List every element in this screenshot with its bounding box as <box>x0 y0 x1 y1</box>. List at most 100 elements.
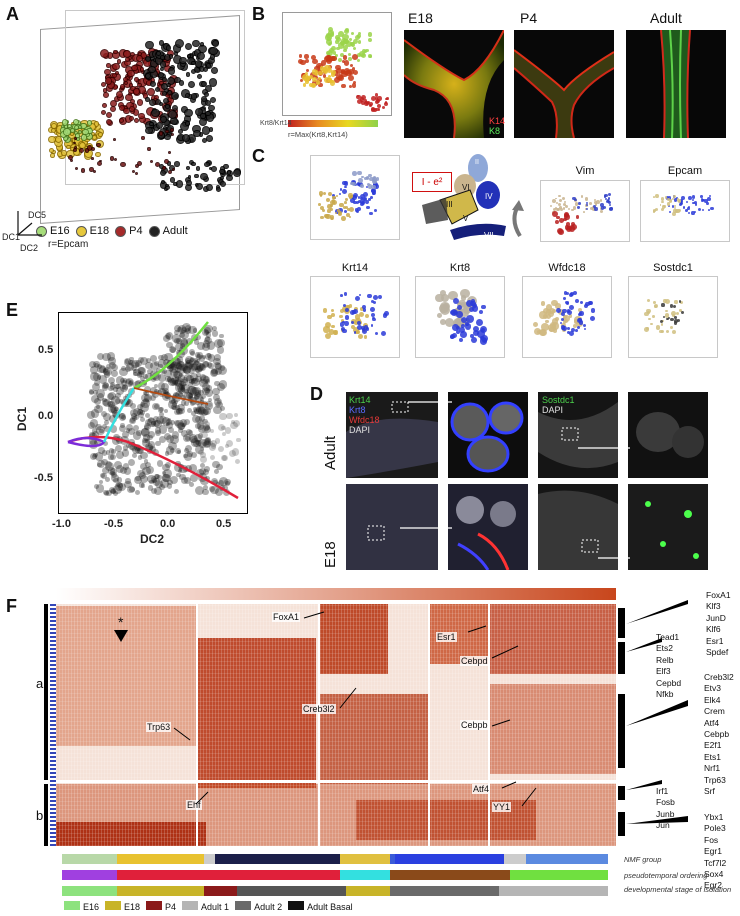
scatter-point <box>170 475 179 485</box>
scatter-point <box>137 366 146 376</box>
scatter-point <box>198 363 205 370</box>
scatter-point <box>204 161 210 168</box>
scatter-point <box>109 99 117 107</box>
scatter-point <box>555 308 561 314</box>
panel-a-plot-box-back <box>65 10 245 185</box>
scatter-point <box>560 312 565 317</box>
scatter-point <box>448 290 458 301</box>
scatter-point <box>106 490 112 496</box>
scatter-point <box>464 322 472 330</box>
scatter-point <box>311 69 318 75</box>
scatter-point <box>178 80 184 86</box>
scatter-point <box>369 211 374 216</box>
scatter-point <box>330 313 335 318</box>
scatter-point <box>115 398 122 405</box>
scatter-point <box>132 424 140 432</box>
scatter-point <box>538 328 546 336</box>
group-b-bracket <box>44 784 48 846</box>
scatter-point <box>200 408 208 416</box>
scatter-point <box>316 62 323 70</box>
scatter-point <box>359 50 365 57</box>
scatter-point <box>114 71 120 76</box>
scatter-point <box>360 196 364 200</box>
scatter-point <box>201 426 208 433</box>
scatter-point <box>652 315 655 318</box>
scatter-point <box>123 77 129 83</box>
scatter-point <box>121 449 130 457</box>
scatter-point <box>144 72 152 80</box>
scatter-point <box>128 380 134 385</box>
scatter-point <box>348 304 352 308</box>
scatter-point <box>465 299 473 307</box>
scatter-point <box>188 434 198 443</box>
scatter-point <box>127 381 133 387</box>
scatter-point <box>180 476 188 484</box>
scatter-point <box>61 150 67 156</box>
scatter-point <box>161 470 167 476</box>
scatter-point <box>130 409 138 418</box>
heatmap-block <box>196 638 316 788</box>
scatter-point <box>171 376 179 385</box>
scatter-point <box>230 421 238 430</box>
scatter-point <box>180 363 188 371</box>
scatter-point <box>101 384 109 392</box>
scatter-point <box>141 393 150 403</box>
scatter-point <box>572 196 576 201</box>
scatter-point <box>329 215 335 220</box>
scatter-point <box>105 462 114 471</box>
scatter-point <box>318 70 324 76</box>
scatter-point <box>687 205 691 209</box>
scatter-point <box>162 463 171 472</box>
scatter-point <box>339 308 345 314</box>
scatter-point <box>77 130 82 135</box>
scatter-point <box>562 207 566 210</box>
scatter-point <box>348 57 352 61</box>
scatter-point <box>337 209 340 212</box>
scatter-point <box>548 308 555 315</box>
scatter-point <box>365 185 369 189</box>
scatter-point <box>97 364 106 373</box>
scatter-point <box>609 207 614 212</box>
scatter-point <box>356 320 362 326</box>
scatter-point <box>218 380 227 389</box>
scatter-point <box>377 103 382 108</box>
scatter-point <box>179 473 186 481</box>
scatter-point <box>195 353 203 361</box>
scatter-point <box>331 325 335 329</box>
scatter-point <box>209 429 214 434</box>
scatter-point <box>114 461 123 470</box>
scatter-point <box>214 438 220 444</box>
scatter-point <box>357 325 362 331</box>
scatter-point <box>171 357 180 366</box>
scatter-point <box>574 198 578 202</box>
scatter-point <box>169 360 178 369</box>
scatter-point <box>339 188 343 191</box>
scatter-point <box>312 58 318 65</box>
scatter-point <box>152 420 160 428</box>
hm-label-esr1: Esr1 <box>436 632 457 642</box>
scatter-point <box>600 203 604 207</box>
scatter-point <box>125 478 131 484</box>
scatter-point <box>195 440 201 445</box>
scatter-point <box>194 406 202 415</box>
scatter-point <box>304 58 310 64</box>
scatter-point <box>551 211 558 218</box>
scatter-point <box>132 371 138 377</box>
scatter-point <box>132 453 137 458</box>
scatter-point <box>361 329 367 335</box>
scatter-point <box>195 366 202 374</box>
scatter-point <box>110 488 117 494</box>
scatter-point <box>109 105 117 113</box>
scatter-point <box>219 364 226 371</box>
gene-cluster-bar-4 <box>618 786 625 800</box>
scatter-point <box>585 202 588 205</box>
scatter-point <box>193 433 203 443</box>
scatter-point <box>150 395 157 402</box>
gene-cluster-wedges <box>626 600 688 824</box>
scatter-point <box>350 63 354 68</box>
scatter-point <box>134 380 143 388</box>
scatter-point <box>347 75 354 81</box>
scatter-point <box>354 314 361 320</box>
scatter-point <box>607 197 611 200</box>
scatter-point <box>299 78 304 83</box>
